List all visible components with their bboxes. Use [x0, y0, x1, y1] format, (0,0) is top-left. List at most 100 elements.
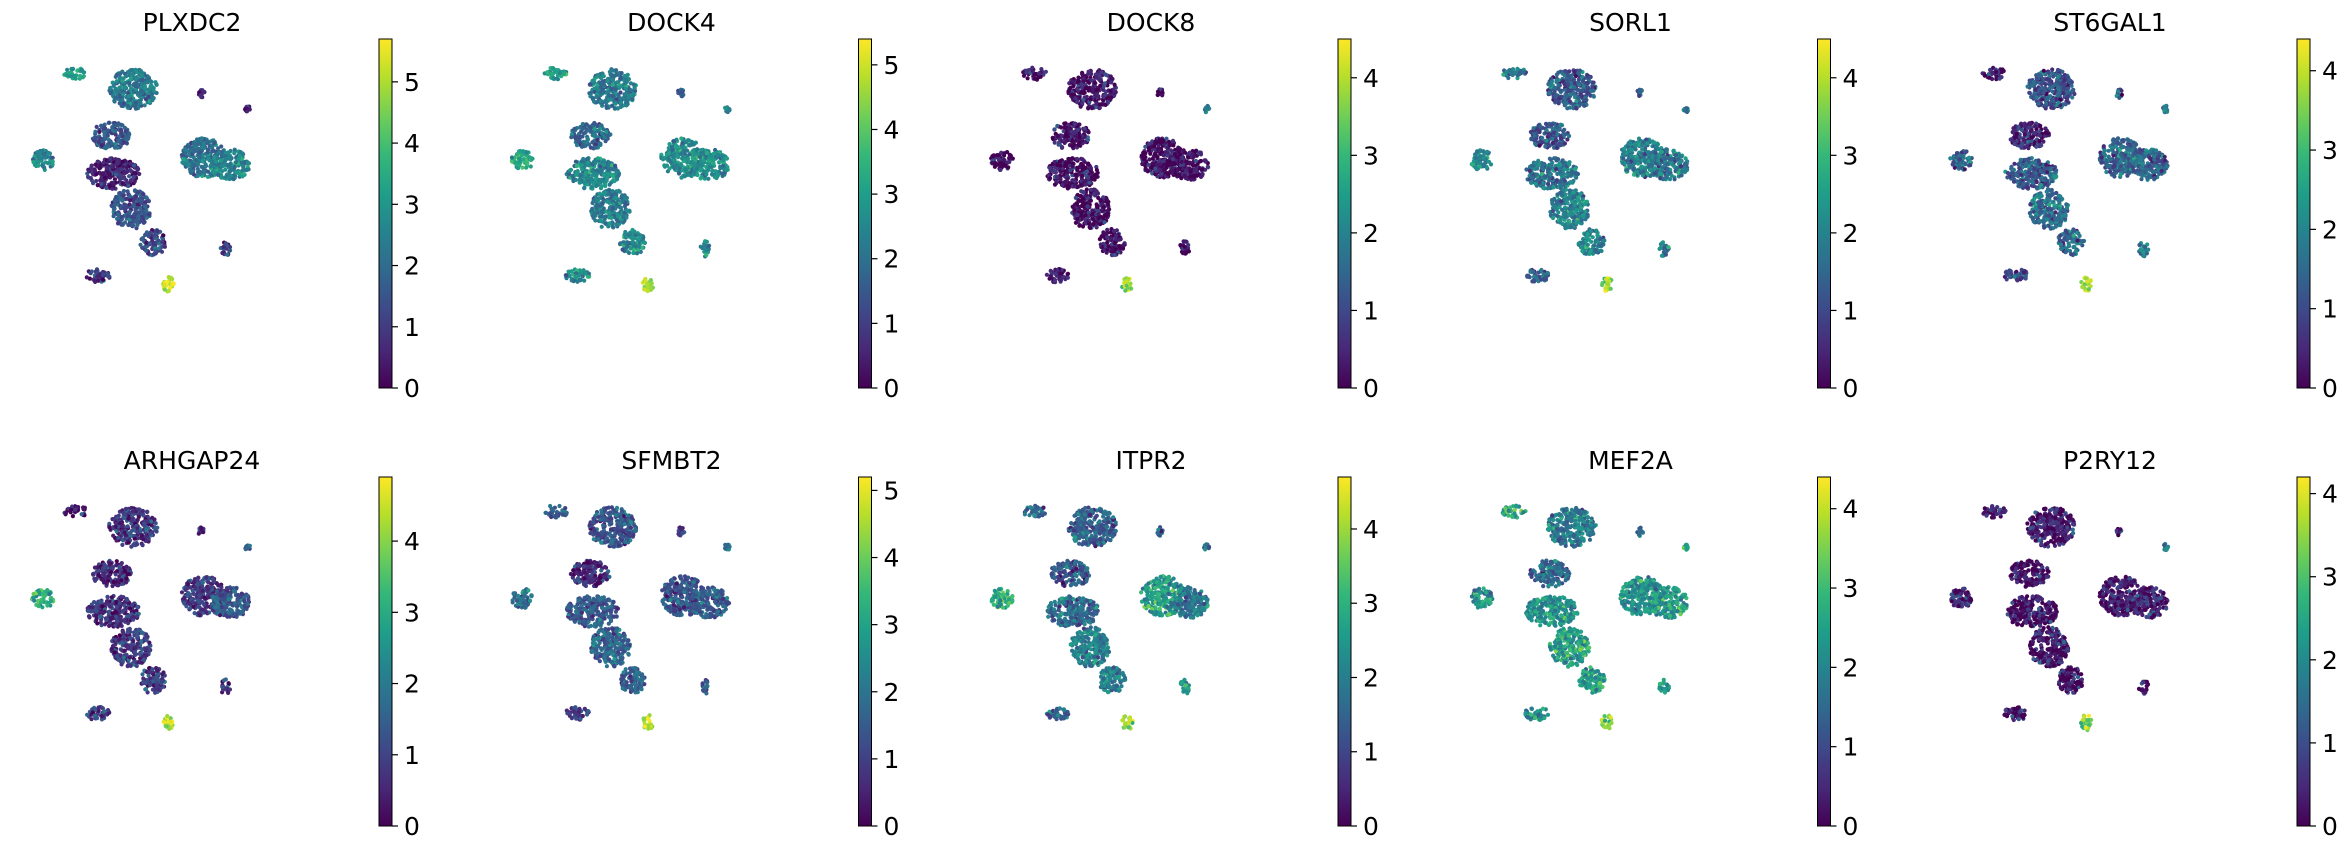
cell-point: [1052, 182, 1058, 187]
cell-point: [96, 273, 102, 278]
cell-point: [568, 168, 573, 173]
cell-point: [1007, 159, 1012, 165]
cell-point: [674, 143, 679, 148]
cell-point: [134, 76, 139, 81]
cell-point: [116, 138, 121, 143]
cell-point: [1081, 79, 1086, 84]
cell-point: [1109, 76, 1114, 81]
cell-point: [1094, 101, 1099, 106]
cell-point: [671, 152, 676, 157]
cell-point: [1099, 102, 1104, 107]
cell-point: [991, 154, 996, 159]
cell-point: [1109, 236, 1114, 241]
cell-point: [42, 155, 48, 160]
cell-point: [1063, 163, 1068, 169]
cell-point: [220, 169, 225, 174]
cell-point: [607, 210, 612, 215]
cell-point: [196, 137, 201, 142]
cell-point: [605, 192, 611, 197]
cell-point: [593, 145, 599, 150]
cell-point: [136, 90, 141, 96]
panel-title: DOCK8: [1107, 8, 1196, 37]
cell-point: [594, 205, 600, 210]
cell-point: [184, 154, 189, 159]
cell-point: [1070, 92, 1075, 97]
cell-point: [227, 248, 232, 253]
cell-point: [603, 98, 608, 103]
cell-point: [212, 155, 217, 160]
cell-point: [1077, 134, 1082, 140]
cell-point: [607, 69, 613, 74]
cell-point: [614, 80, 620, 85]
cell-point: [134, 205, 139, 210]
cell-point: [113, 141, 118, 146]
cell-point: [1181, 239, 1186, 244]
cell-point: [603, 139, 608, 144]
cell-point: [124, 205, 129, 210]
cell-point: [68, 74, 73, 79]
cell-point: [122, 125, 127, 130]
cell-point: [1084, 187, 1089, 192]
cell-point: [993, 161, 998, 166]
cell-point: [127, 80, 132, 85]
cell-point: [1082, 90, 1087, 95]
cell-point: [645, 288, 650, 293]
cell-point: [596, 128, 601, 133]
cell-point: [205, 169, 211, 174]
cell-point: [599, 90, 604, 95]
cell-point: [1143, 167, 1149, 172]
cell-point: [111, 181, 116, 186]
cell-point: [591, 215, 596, 220]
cell-point: [232, 147, 237, 152]
cell-point: [1088, 97, 1093, 102]
cell-point: [141, 192, 146, 197]
colorbar-tick-label: 4: [404, 129, 420, 158]
cell-point: [70, 67, 75, 72]
cell-point: [134, 218, 139, 223]
cell-point: [201, 145, 207, 151]
cell-point: [1563, 100, 1568, 105]
cell-point: [1581, 79, 1586, 84]
cell-point: [186, 162, 191, 167]
cell-point: [687, 143, 692, 148]
cell-point: [600, 179, 605, 184]
cell-point: [1591, 93, 1596, 98]
cell-point: [182, 161, 187, 166]
cell-point: [1088, 166, 1093, 171]
cell-point: [1068, 168, 1073, 173]
cell-point: [1055, 123, 1060, 129]
cell-point: [181, 156, 186, 161]
cell-point: [1066, 127, 1071, 132]
cell-point: [231, 177, 236, 182]
cell-point: [202, 169, 207, 175]
cell-point: [695, 172, 700, 178]
cell-point: [1086, 221, 1091, 226]
cell-point: [590, 162, 595, 167]
cell-point: [637, 236, 642, 241]
cell-point: [186, 149, 191, 154]
cell-point: [84, 275, 89, 280]
cell-point: [103, 126, 108, 131]
cell-point: [125, 103, 131, 108]
cell-point: [613, 101, 618, 106]
cell-point: [187, 167, 192, 172]
cell-point: [118, 98, 123, 103]
cell-point: [151, 96, 156, 101]
cell-point: [704, 253, 709, 258]
cell-point: [112, 199, 117, 204]
cell-point: [89, 165, 94, 170]
cell-point: [623, 77, 628, 82]
cell-point: [1104, 231, 1109, 236]
cell-point: [105, 271, 110, 276]
cell-point: [200, 159, 205, 164]
cell-point: [630, 239, 635, 244]
cell-point: [1088, 225, 1093, 230]
cell-point: [1096, 212, 1101, 217]
cell-point: [122, 171, 127, 176]
cell-point: [604, 105, 609, 110]
cell-point: [1080, 224, 1086, 229]
cell-point: [710, 172, 715, 177]
cell-point: [36, 163, 41, 168]
cell-point: [240, 174, 245, 179]
